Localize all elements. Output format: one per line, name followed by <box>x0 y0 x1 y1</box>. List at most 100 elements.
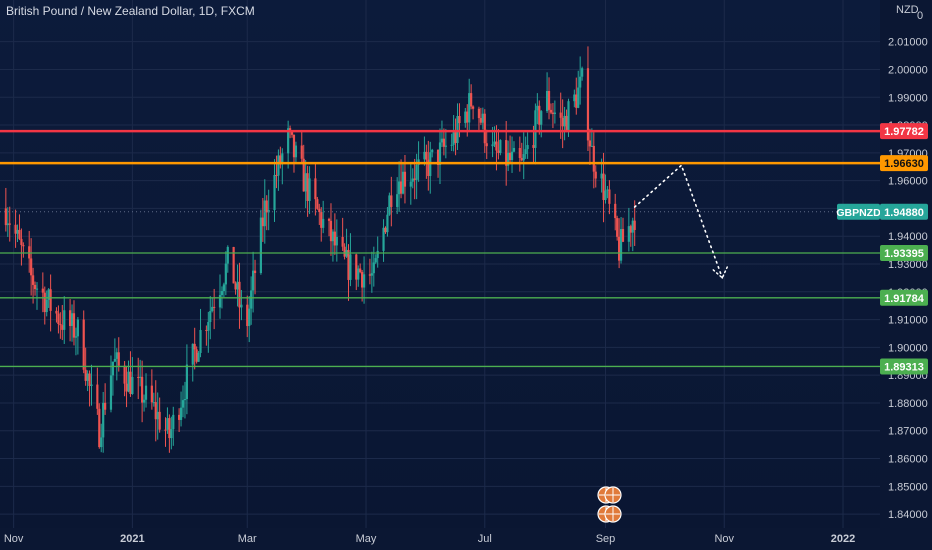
candle <box>415 153 418 200</box>
candle <box>226 245 229 273</box>
y-tick-label: 1.99000 <box>888 92 928 104</box>
candle <box>183 381 187 419</box>
candle <box>616 215 619 241</box>
candle-body <box>534 110 537 148</box>
candle-body <box>131 376 134 395</box>
candle <box>57 305 60 334</box>
candle-body <box>411 178 414 182</box>
candle <box>399 159 403 199</box>
candle-body <box>567 101 570 132</box>
candle-body <box>273 174 276 211</box>
level-badge-bg <box>880 289 928 306</box>
candle <box>499 139 502 156</box>
candle <box>179 391 183 427</box>
candle-body <box>361 272 364 288</box>
candle <box>575 77 578 115</box>
candle-body <box>193 343 196 350</box>
candle <box>331 229 335 262</box>
candle <box>199 308 202 358</box>
candle <box>292 134 296 173</box>
candle-body <box>70 313 74 326</box>
candle <box>335 219 338 262</box>
candle-body <box>277 155 280 176</box>
candle <box>267 189 270 231</box>
y-tick-label: 1.94000 <box>888 231 928 243</box>
level-badge-text: 1.89313 <box>884 361 924 373</box>
candle <box>481 107 484 130</box>
candle <box>195 346 198 364</box>
candle <box>538 100 541 135</box>
candle-body <box>507 152 510 166</box>
candle <box>43 286 46 325</box>
candle-body <box>115 352 118 359</box>
candle-body <box>579 76 582 88</box>
candle <box>545 72 549 113</box>
candle-body <box>72 313 76 338</box>
candle-body <box>481 113 484 123</box>
candle <box>333 213 336 255</box>
candle <box>508 135 512 165</box>
candle-body <box>608 189 611 204</box>
candle-body <box>565 115 568 132</box>
candle <box>191 343 194 382</box>
candle-body <box>399 181 403 194</box>
candle <box>8 206 11 242</box>
candle-body <box>374 258 377 263</box>
candle-body <box>86 373 89 381</box>
candle <box>302 144 305 192</box>
projection-arrowhead <box>712 266 729 280</box>
candle-body <box>388 195 391 215</box>
candle <box>55 307 58 323</box>
candle-body <box>287 128 290 154</box>
candle-body <box>102 402 105 438</box>
candle-body <box>423 151 426 160</box>
candle-body <box>55 310 58 314</box>
level-badge-bg <box>880 123 928 140</box>
candle-body <box>41 288 44 293</box>
candle <box>314 162 317 216</box>
candle <box>290 131 294 138</box>
candle <box>520 142 523 162</box>
candle <box>22 242 25 258</box>
candle <box>536 93 539 125</box>
candle-body <box>236 281 239 290</box>
price-axis-labels: 1.840001.850001.860001.870001.880001.890… <box>888 37 928 521</box>
candle-body <box>602 173 605 201</box>
candle-body <box>551 112 555 114</box>
candle-body <box>341 236 344 247</box>
candle-body <box>621 229 625 242</box>
candle-body <box>512 147 516 152</box>
candle-body <box>220 291 224 296</box>
x-tick-label: 2021 <box>120 533 144 545</box>
candle <box>444 128 447 159</box>
candle-body <box>251 270 255 291</box>
candle-body <box>288 128 292 132</box>
candle-body <box>8 223 11 225</box>
candle-body <box>577 87 580 108</box>
candle <box>18 214 21 241</box>
candle-body <box>113 358 116 362</box>
candle <box>540 110 543 138</box>
candle <box>277 149 280 191</box>
candle <box>497 129 500 160</box>
candle-body <box>401 171 405 194</box>
candle <box>193 327 196 370</box>
candle <box>178 408 181 433</box>
candle-body <box>263 200 266 227</box>
candle <box>59 312 62 339</box>
candle-body <box>306 173 309 201</box>
candle-body <box>265 200 268 213</box>
candle <box>608 180 611 215</box>
candle-body <box>90 384 93 386</box>
candle-body <box>290 131 294 135</box>
candle-body <box>211 306 214 312</box>
y-tick-label: 1.88000 <box>888 398 928 410</box>
candle-body <box>137 376 140 378</box>
candle <box>614 193 617 231</box>
candle-body <box>45 299 48 313</box>
candle-body <box>104 402 107 410</box>
candle-body <box>292 134 296 158</box>
level-badge-text: 1.93395 <box>884 248 924 260</box>
